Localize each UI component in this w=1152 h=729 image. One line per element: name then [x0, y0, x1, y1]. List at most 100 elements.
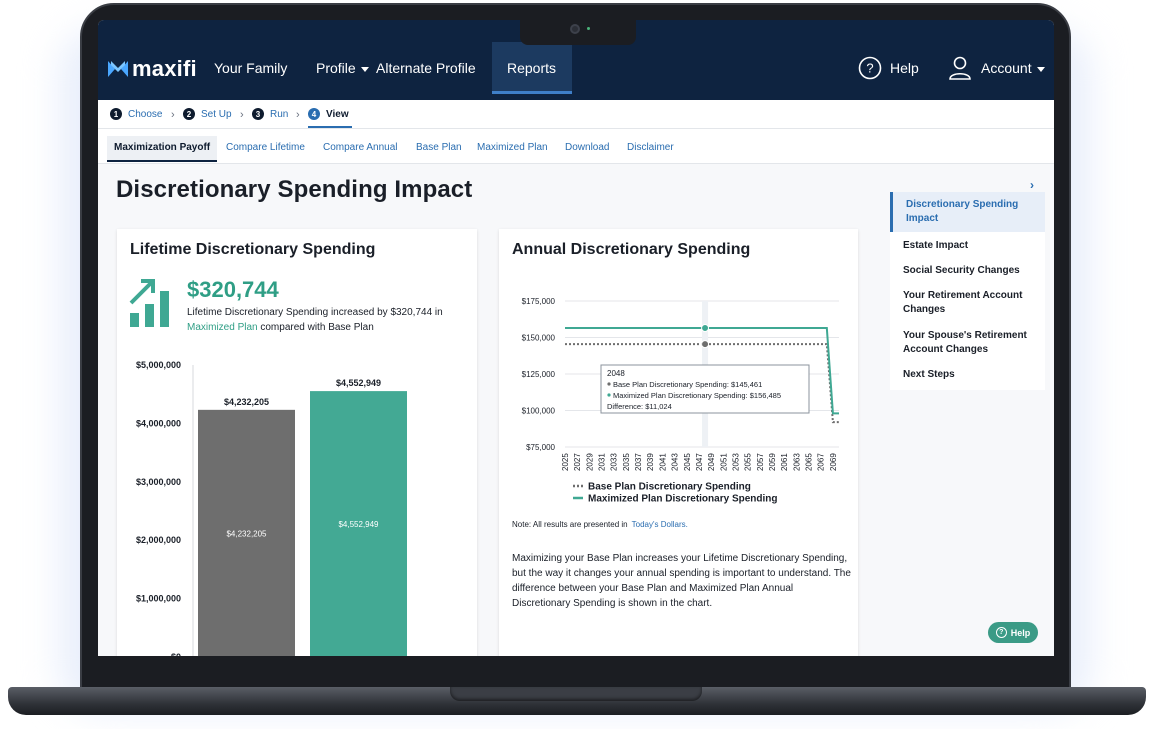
- x-tick-label: 2045: [683, 453, 692, 471]
- step-choose[interactable]: 1 Choose: [110, 108, 162, 120]
- nav-profile[interactable]: Profile: [316, 60, 369, 76]
- x-tick-label: 2031: [598, 453, 607, 471]
- help-circle-icon[interactable]: ?: [858, 56, 882, 80]
- x-tick-label: 2035: [622, 453, 631, 471]
- tab-disclaimer[interactable]: Disclaimer: [627, 142, 674, 153]
- lifetime-bar-chart: $0 $1,000,000 $2,000,000 $3,000,000 $4,000,0…: [136, 360, 407, 656]
- step-label: Choose: [128, 108, 163, 120]
- growth-arrow-icon: [129, 279, 169, 327]
- x-tick-label: 2059: [768, 453, 777, 471]
- step-setup[interactable]: 2 Set Up: [183, 108, 232, 120]
- lifetime-increase-amount: $320,744: [187, 277, 279, 302]
- y-tick-label: $5,000,000: [136, 360, 181, 370]
- sidenav-item-estate-impact[interactable]: Estate Impact: [903, 240, 969, 251]
- dollars-note: Note: All results are presented in Today'…: [512, 520, 688, 529]
- tab-compare-annual[interactable]: Compare Annual: [323, 142, 398, 153]
- step-view[interactable]: 4 View: [308, 108, 349, 120]
- question-icon: ?: [995, 627, 1007, 638]
- nav-reports[interactable]: Reports: [507, 60, 557, 76]
- y-tick-label: $125,000: [522, 370, 556, 379]
- x-tick-label: 2047: [695, 453, 704, 471]
- nav-your-family[interactable]: Your Family: [214, 60, 288, 76]
- tab-download[interactable]: Download: [565, 142, 610, 153]
- chevron-right-icon[interactable]: ›: [1030, 178, 1034, 192]
- tooltip-year: 2048: [607, 369, 625, 378]
- x-tick-label: 2067: [817, 453, 826, 471]
- page-title: Discretionary Spending Impact: [116, 176, 473, 203]
- step-label: Run: [270, 108, 289, 120]
- report-tabs: Maximization Payoff Compare Lifetime Com…: [98, 129, 1054, 164]
- nav-active-indicator: [492, 42, 572, 94]
- tab-compare-lifetime[interactable]: Compare Lifetime: [226, 142, 305, 153]
- step-active-underline: [308, 126, 352, 128]
- annual-line-chart: $75,000 $100,000 $125,000 $150,000 $175,000 2…: [522, 297, 839, 505]
- tooltip-base: Base Plan Discretionary Spending: $145,4…: [613, 380, 762, 389]
- chevron-right-icon: ›: [240, 109, 244, 121]
- x-tick-label: 2051: [719, 453, 728, 471]
- tooltip-box: [600, 364, 810, 414]
- step-number: 3: [252, 108, 264, 120]
- sidenav-item-social-security[interactable]: Social Security Changes: [903, 265, 1020, 276]
- nav-help[interactable]: Help: [890, 60, 919, 76]
- x-tick-label: 2065: [805, 453, 814, 471]
- tooltip-diff: Difference: $11,024: [607, 402, 672, 411]
- step-number: 1: [110, 108, 122, 120]
- explanation-paragraph: Maximizing your Base Plan increases your…: [512, 553, 851, 609]
- x-tick-label: 2055: [744, 453, 753, 471]
- legend-label: Maximized Plan Discretionary Spending: [588, 494, 778, 505]
- chart-tooltip: 2048 Base Plan Discretionary Spending: $1…: [600, 364, 810, 414]
- nav-account[interactable]: Account: [981, 60, 1045, 76]
- step-run[interactable]: 3 Run: [252, 108, 288, 120]
- tab-maximized-plan[interactable]: Maximized Plan: [477, 142, 548, 153]
- y-tick-label: $75,000: [526, 443, 555, 452]
- help-button[interactable]: ? Help: [988, 622, 1038, 643]
- svg-text:?: ?: [866, 61, 873, 76]
- logo-text: maxifi: [132, 56, 197, 81]
- chevron-down-icon: [360, 66, 369, 72]
- todays-dollars-link[interactable]: Today's Dollars.: [631, 520, 688, 529]
- chevron-right-icon: ›: [171, 109, 175, 121]
- x-tick-label: 2027: [573, 453, 582, 471]
- y-tick-label: $100,000: [522, 407, 556, 416]
- tab-maximization-payoff[interactable]: Maximization Payoff: [107, 136, 218, 162]
- sidenav-item-discretionary-spending[interactable]: Discretionary Spending Impact: [890, 192, 1045, 232]
- section-sidenav: Discretionary Spending Impact Estate Imp…: [890, 192, 1045, 390]
- tab-base-plan[interactable]: Base Plan: [416, 142, 462, 153]
- x-tick-label: 2033: [610, 453, 619, 471]
- x-tick-label: 2043: [671, 453, 680, 471]
- x-tick-label: 2039: [646, 453, 655, 471]
- x-tick-label: 2037: [634, 453, 643, 471]
- x-tick-label: 2069: [829, 453, 838, 471]
- camera-led-icon: [587, 27, 590, 30]
- user-account-icon[interactable]: [948, 55, 972, 81]
- y-tick-label: $3,000,000: [136, 477, 181, 487]
- desc-prefix: Lifetime Discretionary Spending increase…: [187, 307, 443, 318]
- bar-value-label: $4,232,205: [224, 397, 269, 407]
- y-tick-label: $0: [171, 652, 181, 656]
- sidenav-item-spouse-retirement-account[interactable]: Your Spouse's Retirement Account Changes: [903, 330, 1027, 355]
- series-line: [565, 327, 839, 415]
- lifetime-spending-card: Lifetime Discretionary Spending $320,744…: [117, 229, 477, 656]
- sidenav-item-your-retirement-account[interactable]: Your Retirement Account Changes: [903, 290, 1023, 315]
- desc-base-plan: Base Plan: [328, 322, 374, 333]
- sidenav-item-next-steps[interactable]: Next Steps: [903, 369, 955, 380]
- nav-profile-label: Profile: [316, 60, 356, 76]
- camera-icon: [570, 24, 580, 34]
- step-number: 2: [183, 108, 195, 120]
- nav-alternate-profile[interactable]: Alternate Profile: [376, 60, 476, 76]
- app-screen: maxifi Your Family Profile Alternate Pro…: [98, 20, 1054, 656]
- brand-logo[interactable]: maxifi: [108, 56, 197, 82]
- y-tick-label: $175,000: [522, 297, 556, 306]
- chevron-right-icon: ›: [296, 109, 300, 121]
- x-tick-label: 2041: [658, 453, 667, 471]
- step-label: View: [326, 108, 349, 120]
- x-tick-label: 2053: [731, 453, 740, 471]
- step-number: 4: [308, 108, 320, 120]
- y-tick-label: $2,000,000: [136, 535, 181, 545]
- note-text: Note: All results are presented in: [512, 520, 628, 529]
- y-tick-label: $4,000,000: [136, 418, 181, 428]
- tooltip-bullet: [607, 382, 611, 386]
- x-tick-label: 2049: [707, 453, 716, 471]
- nav-account-label: Account: [981, 60, 1032, 76]
